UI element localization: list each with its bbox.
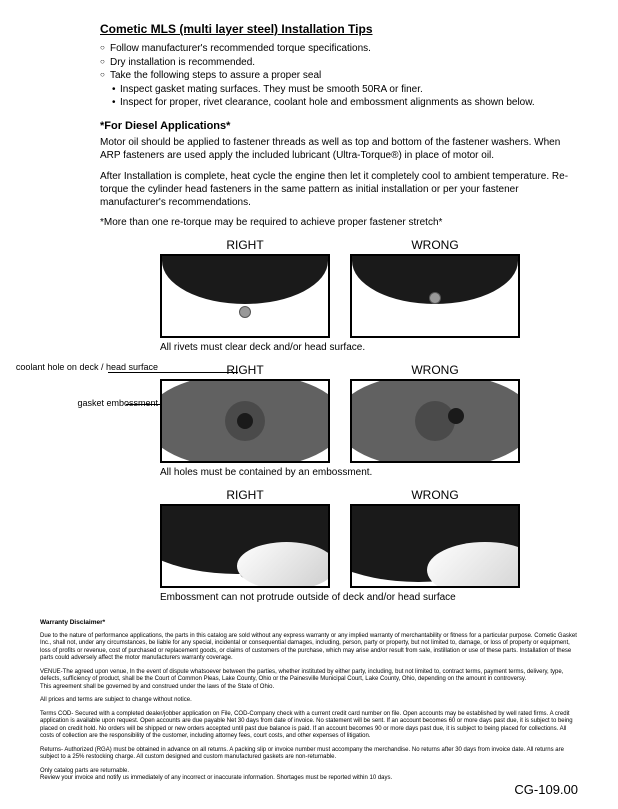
warranty-footer: Warranty Disclaimer* Due to the nature o… (40, 619, 578, 783)
diesel-para-1: Motor oil should be applied to fastener … (100, 136, 578, 162)
label-wrong-3: WRONG (350, 488, 520, 502)
bullet-2: Dry installation is recommended. (100, 56, 578, 70)
bullet-1: Follow manufacturer's recommended torque… (100, 42, 578, 56)
document-number: CG-109.00 (514, 782, 578, 797)
warranty-p4: Terms COD- Secured with a completed deal… (40, 711, 578, 741)
install-bullets: Follow manufacturer's recommended torque… (100, 42, 578, 110)
warranty-p5: Returns- Authorized (RGA) must be obtain… (40, 747, 578, 762)
warranty-p3: All prices and terms are subject to chan… (40, 697, 578, 705)
leader-line-1 (108, 372, 238, 373)
label-right-3: RIGHT (160, 488, 330, 502)
warranty-p6: Only catalog parts are returnable.Review… (40, 768, 578, 783)
sub-bullet-1: Inspect gasket mating surfaces. They mus… (100, 83, 578, 97)
doc-title: Cometic MLS (multi layer steel) Installa… (100, 22, 578, 36)
warranty-heading: Warranty Disclaimer* (40, 619, 578, 627)
caption-3: Embossment can not protrude outside of d… (160, 592, 520, 603)
diagram-hole-right (160, 379, 330, 463)
diagram-hole-wrong (350, 379, 520, 463)
diagrams-block: RIGHT WRONG All rivets must clear deck a… (160, 238, 520, 603)
label-right-1: RIGHT (160, 238, 330, 252)
caption-2: All holes must be contained by an emboss… (160, 467, 520, 478)
warranty-p1: Due to the nature of performance applica… (40, 633, 578, 663)
label-wrong-1: WRONG (350, 238, 520, 252)
diagram-rivet-wrong (350, 254, 520, 338)
bullet-3: Take the following steps to assure a pro… (100, 69, 578, 83)
caption-1: All rivets must clear deck and/or head s… (160, 342, 520, 353)
diagram-rivet-right (160, 254, 330, 338)
diagram-emboss-right (160, 504, 330, 588)
sub-bullet-2: Inspect for proper, rivet clearance, coo… (100, 96, 578, 110)
retorque-note: *More than one re-torque may be required… (100, 217, 578, 228)
label-wrong-2: WRONG (350, 363, 520, 377)
warranty-p2: VENUE-The agreed upon venue, In the even… (40, 669, 578, 692)
label-right-2: RIGHT (160, 363, 330, 377)
diagram-emboss-wrong (350, 504, 520, 588)
diesel-para-2: After Installation is complete, heat cyc… (100, 170, 578, 209)
diesel-heading: *For Diesel Applications* (100, 120, 578, 132)
